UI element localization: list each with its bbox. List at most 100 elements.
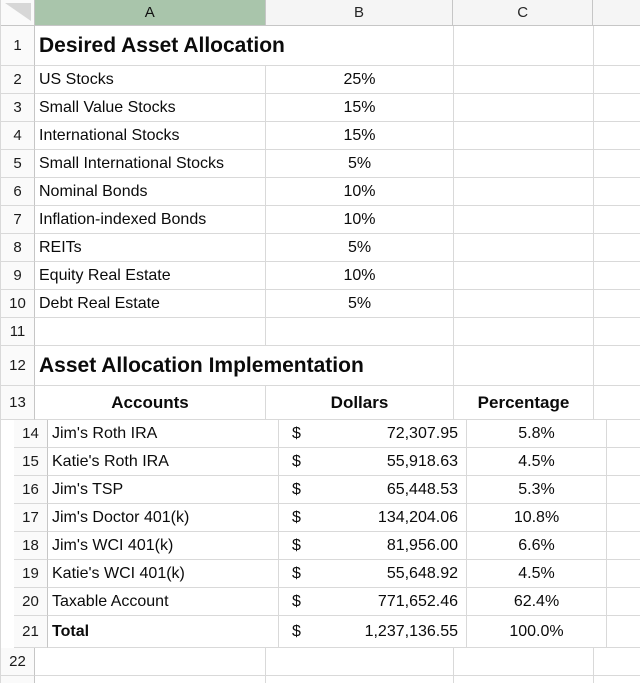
cell-D15[interactable] xyxy=(607,448,640,476)
cell-A15[interactable]: Katie's Roth IRA xyxy=(48,448,279,476)
cell-C9[interactable] xyxy=(454,262,594,290)
row-header-20[interactable]: 20 xyxy=(14,588,48,616)
cell-D7[interactable] xyxy=(594,206,640,234)
row-header-12[interactable]: 12 xyxy=(1,346,35,386)
col-header-a[interactable]: A xyxy=(34,0,266,26)
cell-D4[interactable] xyxy=(594,122,640,150)
cell-B23[interactable] xyxy=(266,676,454,683)
row-header-11[interactable]: 11 xyxy=(1,318,35,346)
cell-B6[interactable]: 10% xyxy=(266,178,454,206)
select-all-corner[interactable] xyxy=(1,0,35,26)
cell-B15[interactable]: $55,918.63 xyxy=(279,448,467,476)
cell-A17[interactable]: Jim's Doctor 401(k) xyxy=(48,504,279,532)
row-header-14[interactable]: 14 xyxy=(14,420,48,448)
cell-B13[interactable]: Dollars xyxy=(266,386,454,420)
cell-A14[interactable]: Jim's Roth IRA xyxy=(48,420,279,448)
cell-B2[interactable]: 25% xyxy=(266,66,454,94)
cell-B4[interactable]: 15% xyxy=(266,122,454,150)
cell-A16[interactable]: Jim's TSP xyxy=(48,476,279,504)
cell-D3[interactable] xyxy=(594,94,640,122)
cell-D11[interactable] xyxy=(594,318,640,346)
cell-A20[interactable]: Taxable Account xyxy=(48,588,279,616)
cell-A10[interactable]: Debt Real Estate xyxy=(35,290,266,318)
row-header-18[interactable]: 18 xyxy=(14,532,48,560)
row-header-19[interactable]: 19 xyxy=(14,560,48,588)
cell-C1[interactable] xyxy=(454,26,594,66)
cell-D1[interactable] xyxy=(594,26,640,66)
cell-B18[interactable]: $81,956.00 xyxy=(279,532,467,560)
cell-D23[interactable] xyxy=(594,676,640,683)
cell-A9[interactable]: Equity Real Estate xyxy=(35,262,266,290)
row-header-13[interactable]: 13 xyxy=(1,386,35,420)
cell-D19[interactable] xyxy=(607,560,640,588)
row-header-15[interactable]: 15 xyxy=(14,448,48,476)
cell-C15[interactable]: 4.5% xyxy=(467,448,607,476)
cell-A5[interactable]: Small International Stocks xyxy=(35,150,266,178)
cell-D16[interactable] xyxy=(607,476,640,504)
cell-C7[interactable] xyxy=(454,206,594,234)
col-header-c[interactable]: C xyxy=(453,0,594,26)
cell-C5[interactable] xyxy=(454,150,594,178)
cell-D10[interactable] xyxy=(594,290,640,318)
cell-D17[interactable] xyxy=(607,504,640,532)
cell-D20[interactable] xyxy=(607,588,640,616)
cell-A4[interactable]: International Stocks xyxy=(35,122,266,150)
cell-D22[interactable] xyxy=(594,648,640,676)
cell-A21[interactable]: Total xyxy=(48,616,279,648)
row-header-4[interactable]: 4 xyxy=(1,122,35,150)
cell-B10[interactable]: 5% xyxy=(266,290,454,318)
row-header-22[interactable]: 22 xyxy=(1,648,35,676)
row-header-3[interactable]: 3 xyxy=(1,94,35,122)
cell-C20[interactable]: 62.4% xyxy=(467,588,607,616)
cell-B14[interactable]: $72,307.95 xyxy=(279,420,467,448)
cell-A22[interactable] xyxy=(35,648,266,676)
cell-A11[interactable] xyxy=(35,318,266,346)
row-header-21[interactable]: 21 xyxy=(14,616,48,648)
cell-A2[interactable]: US Stocks xyxy=(35,66,266,94)
cell-B16[interactable]: $65,448.53 xyxy=(279,476,467,504)
cell-B1[interactable] xyxy=(266,26,454,66)
row-header-10[interactable]: 10 xyxy=(1,290,35,318)
cell-C11[interactable] xyxy=(454,318,594,346)
row-header-1[interactable]: 1 xyxy=(1,26,35,66)
cell-C2[interactable] xyxy=(454,66,594,94)
row-header-6[interactable]: 6 xyxy=(1,178,35,206)
cell-A1[interactable]: Desired Asset Allocation xyxy=(35,26,285,66)
row-header-17[interactable]: 17 xyxy=(14,504,48,532)
cell-D9[interactable] xyxy=(594,262,640,290)
cell-B19[interactable]: $55,648.92 xyxy=(279,560,467,588)
cell-C14[interactable]: 5.8% xyxy=(467,420,607,448)
cell-A23[interactable] xyxy=(35,676,266,683)
cell-A7[interactable]: Inflation-indexed Bonds xyxy=(35,206,266,234)
row-header-8[interactable]: 8 xyxy=(1,234,35,262)
cell-B9[interactable]: 10% xyxy=(266,262,454,290)
cell-C12[interactable] xyxy=(454,346,594,386)
cell-A13[interactable]: Accounts xyxy=(35,386,266,420)
cell-D12[interactable] xyxy=(594,346,640,386)
row-header-23[interactable] xyxy=(1,676,35,683)
row-header-9[interactable]: 9 xyxy=(1,262,35,290)
cell-C4[interactable] xyxy=(454,122,594,150)
cell-C23[interactable] xyxy=(454,676,594,683)
cell-B11[interactable] xyxy=(266,318,454,346)
cell-D21[interactable] xyxy=(607,616,640,648)
cell-A6[interactable]: Nominal Bonds xyxy=(35,178,266,206)
row-header-7[interactable]: 7 xyxy=(1,206,35,234)
cell-B20[interactable]: $771,652.46 xyxy=(279,588,467,616)
cell-B21[interactable]: $1,237,136.55 xyxy=(279,616,467,648)
cell-C8[interactable] xyxy=(454,234,594,262)
cell-A18[interactable]: Jim's WCI 401(k) xyxy=(48,532,279,560)
cell-C18[interactable]: 6.6% xyxy=(467,532,607,560)
cell-C16[interactable]: 5.3% xyxy=(467,476,607,504)
cell-D5[interactable] xyxy=(594,150,640,178)
cell-A3[interactable]: Small Value Stocks xyxy=(35,94,266,122)
cell-C21[interactable]: 100.0% xyxy=(467,616,607,648)
cell-D8[interactable] xyxy=(594,234,640,262)
cell-D13[interactable] xyxy=(594,386,640,420)
cell-D18[interactable] xyxy=(607,532,640,560)
row-header-16[interactable]: 16 xyxy=(14,476,48,504)
cell-B22[interactable] xyxy=(266,648,454,676)
cell-C13[interactable]: Percentage xyxy=(454,386,594,420)
cell-A8[interactable]: REITs xyxy=(35,234,266,262)
cell-B17[interactable]: $134,204.06 xyxy=(279,504,467,532)
